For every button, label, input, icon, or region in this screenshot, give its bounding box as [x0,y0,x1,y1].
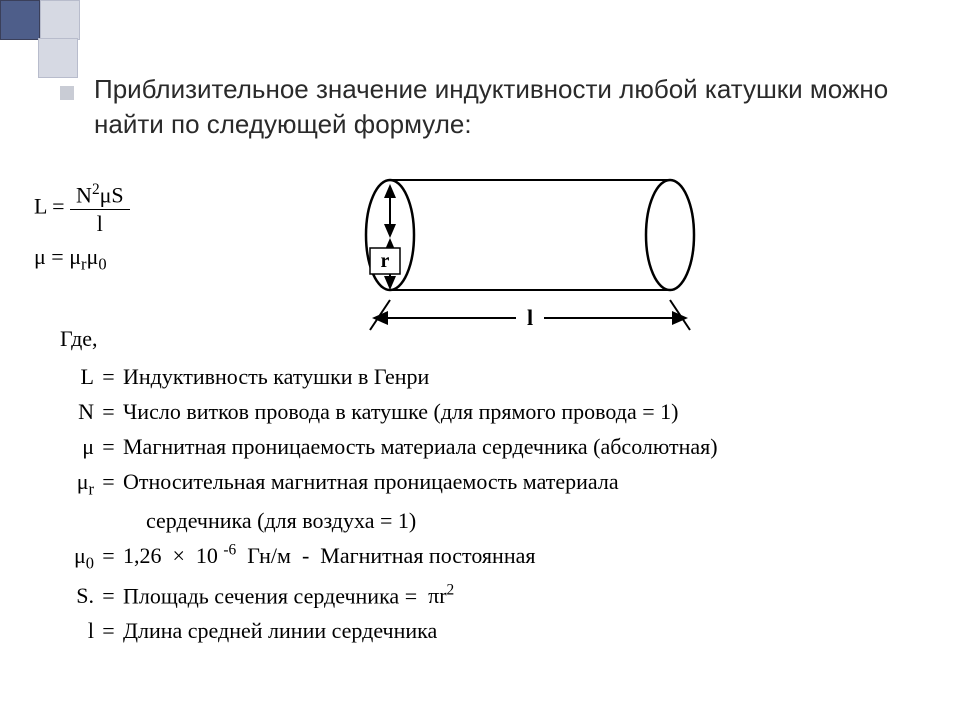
def-mur-cont-text: сердечника (для воздуха = 1) [146,508,416,533]
def-S: S. = Площадь сечения сердечника = πr2 [60,579,718,612]
def-S-text: Площадь сечения сердечника = [123,583,417,608]
equals: = [100,395,118,428]
def-mur-sym: μr [60,465,94,502]
equals: = [100,465,118,498]
def-mur-text: Относительная магнитная проницаемость ма… [123,469,619,494]
def-mu0-sym: μ0 [60,539,94,576]
equals: = [100,430,118,463]
def-mu-text: Магнитная проницаемость материала сердеч… [123,434,718,459]
def-L-sym: L [60,360,94,393]
bullet-icon [60,86,74,100]
corner-squares-row2 [38,38,78,78]
def-mu: μ = Магнитная проницаемость материала се… [60,430,718,463]
square-light-2 [38,38,78,78]
radius-label: r [381,250,390,272]
def-mur-cont: сердечника (для воздуха = 1) [60,504,718,537]
def-l: l = Длина средней линии сердечника [60,614,718,647]
def-N-text: Число витков провода в катушке (для прям… [123,399,678,424]
equals-sign: = [52,194,70,219]
formula-lhs: L [34,194,47,219]
where-label: Где, [60,326,98,352]
def-l-text: Длина средней линии сердечника [123,618,437,643]
mu-lhs: μ [34,244,46,269]
def-S-sym: S. [60,579,94,612]
square-light-1 [40,0,80,40]
corner-squares [0,0,80,40]
formula-mu-relation: μ = μrμ0 [34,243,130,275]
equals: = [100,579,118,612]
formula-denominator: l [70,210,130,238]
equals-sign-2: = [51,244,69,269]
mu-rhs: μrμ0 [69,244,106,269]
length-label: l [527,305,533,330]
equals: = [100,539,118,572]
def-mur: μr = Относительная магнитная проницаемос… [60,465,718,502]
cylinder-right-cap [646,180,694,290]
equals: = [100,360,118,393]
def-L: L = Индуктивность катушки в Генри [60,360,718,393]
def-L-text: Индуктивность катушки в Генри [123,364,429,389]
equals: = [100,614,118,647]
def-mu-sym: μ [60,430,94,463]
def-N: N = Число витков провода в катушке (для … [60,395,718,428]
formula-fraction: N2μS l [70,180,130,237]
def-mu0: μ0 = 1,26 × 10 -6 Гн/м - Магнитная посто… [60,539,718,576]
def-S-tail: πr2 [423,583,455,608]
square-dark [0,0,40,40]
def-l-sym: l [60,614,94,647]
formula-block: L = N2μS l μ = μrμ0 [34,180,130,275]
def-N-sym: N [60,395,94,428]
formula-main: L = N2μS l [34,180,130,237]
definitions-list: L = Индуктивность катушки в Генри N = Чи… [60,360,718,649]
slide-headline: Приблизительное значение индуктивности л… [94,72,904,142]
cylinder-diagram: r l [270,160,730,360]
formula-numerator: N2μS [70,180,130,210]
def-mu0-text: 1,26 × 10 -6 Гн/м - Магнитная постоянная [123,543,535,568]
